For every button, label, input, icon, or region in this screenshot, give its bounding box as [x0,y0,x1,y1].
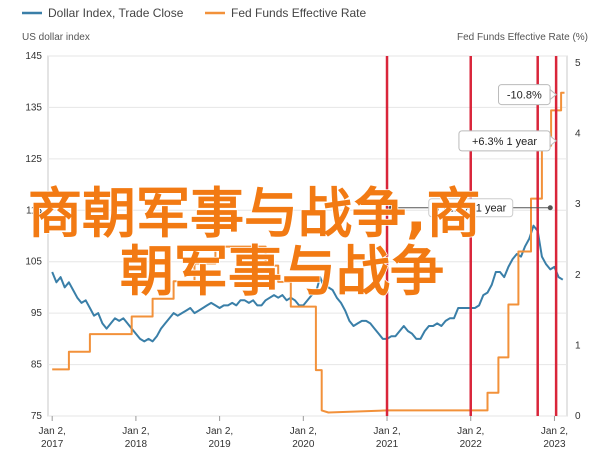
left-tick-label: 85 [31,360,43,371]
x-tick-label: 2020 [292,439,315,450]
x-tick-label: Jan 2, [122,426,149,437]
callout-arrow [549,134,557,147]
left-tick-label: 115 [26,205,42,216]
series-line-dollar-index [51,224,564,343]
x-tick-label: Jan 2, [373,426,400,437]
x-tick-label: Jan 2, [541,426,568,437]
right-axis: 0 1 2 3 4 5 [575,58,581,422]
x-tick-label: 2018 [125,439,148,450]
annotations: +12.5% 1 year +6.3% 1 year -10.8% [388,84,557,218]
right-axis-title: Fed Funds Effective Rate (%) [457,32,588,43]
annotation-range-start [388,205,394,211]
gridlines [48,55,567,417]
x-tick-label: 2019 [208,439,231,450]
x-tick-label: 2021 [376,439,399,450]
callout-label: +6.3% 1 year [472,136,537,148]
callout-label: -10.8% [507,90,542,102]
overlay-text-line2: 朝军事与战争 [120,240,444,303]
x-tick-label: 2017 [41,439,64,450]
x-tick-label: 2022 [460,439,483,450]
right-tick-label: 3 [575,199,581,210]
right-tick-label: 4 [575,129,581,140]
right-tick-label: 2 [575,270,581,281]
left-tick-label: 125 [25,154,42,165]
right-tick-label: 5 [575,58,581,69]
overlay-text-line1: 商朝军事与战争,商 [28,182,481,245]
left-tick-label: 75 [31,411,43,422]
left-tick-label: 135 [25,102,42,113]
callout-arrow [549,88,557,101]
vertical-markers [385,56,558,416]
right-tick-label: 1 [575,340,581,351]
x-tick-label: Jan 2, [457,426,484,437]
annotation-range-end [547,205,553,211]
legend-label-dollar: Dollar Index, Trade Close [48,6,184,20]
left-tick-label: 95 [31,308,43,319]
x-tick-label: 2023 [543,439,566,450]
x-tick-label: Jan 2, [290,426,317,437]
x-axis: Jan 2, 2017 Jan 2, 2018 Jan 2, 2019 Jan 2, 2020… [39,416,568,450]
series-line-fed-funds [52,91,565,414]
annotation-label: +12.5% 1 year [435,203,507,215]
left-tick-label: 105 [25,257,42,268]
left-axis: 75 85 95 105 115 125 135 145 [25,51,42,422]
x-tick-label: Jan 2, [39,426,66,437]
legend: Dollar Index, Trade Close Fed Funds Effe… [22,6,367,20]
left-tick-label: 145 [25,51,42,62]
x-tick-label: Jan 2, [206,426,233,437]
legend-label-fed: Fed Funds Effective Rate [231,6,367,20]
series-layer [51,91,565,414]
right-tick-label: 0 [575,411,581,422]
annotation-box [428,198,514,218]
left-axis-title: US dollar index [22,32,90,43]
